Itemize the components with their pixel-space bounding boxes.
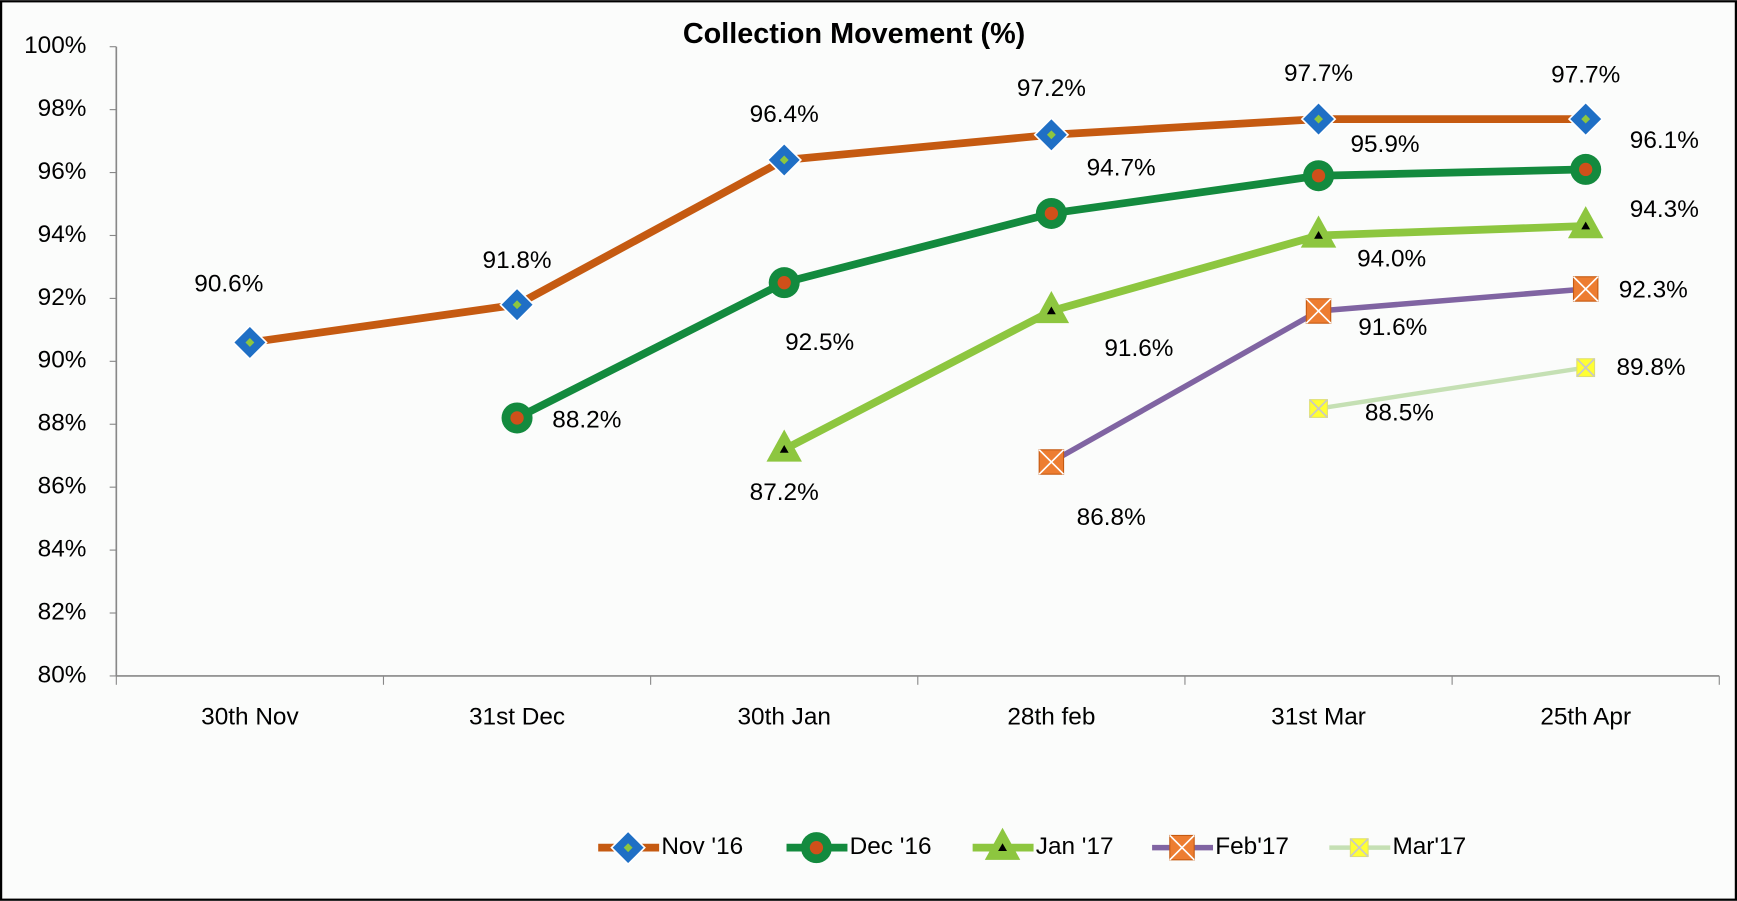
data-label: 90.6%: [194, 270, 263, 297]
data-label: 96.4%: [750, 101, 819, 128]
legend-item: Mar'17: [1329, 833, 1466, 860]
series-line: [1316, 365, 1588, 411]
marker-dot: [623, 843, 633, 853]
y-tick-label: 96%: [38, 158, 87, 185]
marker-dot: [1044, 206, 1059, 221]
data-label: 91.8%: [483, 247, 552, 274]
marker-dot: [1581, 114, 1591, 124]
legend-item: Jan '17: [972, 827, 1114, 860]
marker-dot: [809, 840, 824, 855]
series-line: [780, 222, 1590, 454]
marker-cross: [1576, 358, 1596, 378]
data-label: 97.7%: [1551, 61, 1620, 88]
marker-dot: [1311, 169, 1326, 183]
marker-cross: [1572, 276, 1599, 302]
legend-item: Nov '16: [598, 829, 743, 866]
y-tick-label: 88%: [38, 410, 87, 437]
marker-dot: [779, 155, 789, 165]
x-tick-label: 28th feb: [1007, 703, 1095, 730]
marker-dot: [777, 276, 791, 290]
data-label: 88.5%: [1365, 399, 1434, 426]
data-label: 97.7%: [1284, 60, 1353, 87]
y-tick-label: 80%: [38, 661, 87, 688]
data-label: 88.2%: [552, 407, 621, 434]
y-tick-label: 92%: [38, 284, 87, 311]
data-label: 94.0%: [1357, 245, 1426, 272]
data-label: 96.1%: [1630, 127, 1699, 154]
y-tick-label: 98%: [38, 95, 87, 122]
legend-label: Feb'17: [1215, 833, 1289, 860]
legend-item: Feb'17: [1152, 833, 1289, 861]
y-tick-label: 100%: [24, 32, 86, 59]
x-tick-label: 31st Dec: [469, 703, 565, 730]
data-label: 92.3%: [1619, 277, 1688, 304]
marker-cross: [1038, 449, 1065, 475]
legend-label: Dec '16: [850, 833, 932, 860]
marker-cross: [1305, 298, 1332, 324]
x-tick-label: 31st Mar: [1271, 703, 1366, 730]
marker-dot: [779, 444, 789, 453]
marker-cross: [1349, 838, 1369, 858]
data-label: 94.3%: [1630, 196, 1699, 223]
legend-label: Jan '17: [1036, 833, 1114, 860]
y-tick-label: 84%: [38, 536, 87, 563]
x-tick-label: 30th Jan: [737, 703, 830, 730]
data-label: 97.2%: [1017, 75, 1086, 102]
marker-dot: [1581, 221, 1591, 230]
marker-dot: [1579, 162, 1593, 177]
data-label: 95.9%: [1350, 131, 1419, 158]
y-tick-label: 86%: [38, 473, 87, 500]
series-line: [246, 115, 1590, 347]
x-tick-label: 30th Nov: [201, 703, 299, 730]
marker-dot: [1314, 114, 1323, 124]
legend-item: Dec '16: [786, 832, 932, 864]
marker-cross: [1169, 834, 1195, 861]
marker-cross: [1309, 399, 1328, 418]
data-label: 86.8%: [1077, 504, 1146, 531]
data-label: 94.7%: [1087, 155, 1156, 182]
data-label: 91.6%: [1104, 335, 1173, 362]
marker-dot: [998, 843, 1007, 851]
data-label: 87.2%: [750, 479, 819, 506]
data-label: 92.5%: [785, 329, 854, 356]
y-tick-label: 94%: [38, 221, 87, 248]
data-label: 91.6%: [1358, 314, 1427, 341]
data-label: 89.8%: [1617, 354, 1686, 381]
chart-title: Collection Movement (%): [683, 18, 1025, 50]
marker-dot: [1046, 306, 1056, 315]
marker-dot: [1314, 231, 1323, 239]
y-tick-label: 82%: [38, 598, 87, 625]
x-tick-label: 25th Apr: [1540, 703, 1631, 730]
legend-label: Nov '16: [661, 833, 743, 860]
legend-label: Mar'17: [1392, 833, 1466, 860]
marker-dot: [510, 411, 524, 425]
marker-dot: [1046, 130, 1056, 140]
y-tick-label: 90%: [38, 347, 87, 374]
